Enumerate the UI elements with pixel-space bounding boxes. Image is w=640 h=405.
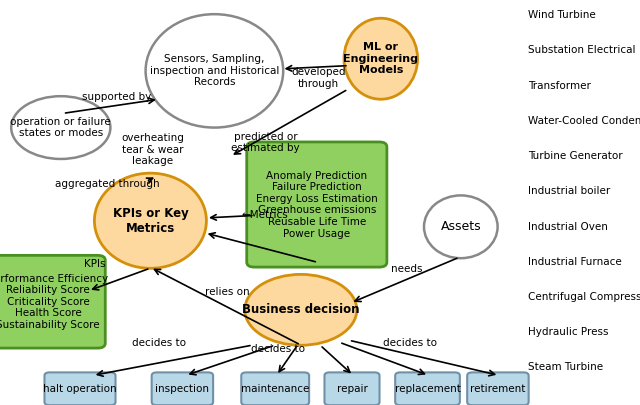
FancyBboxPatch shape (396, 373, 460, 405)
Text: halt operation: halt operation (43, 384, 117, 394)
FancyBboxPatch shape (152, 373, 213, 405)
Ellipse shape (424, 196, 498, 258)
Text: Sensors, Sampling,
inspection and Historical
Records: Sensors, Sampling, inspection and Histor… (150, 54, 279, 87)
FancyBboxPatch shape (324, 373, 380, 405)
Text: replacement: replacement (395, 384, 460, 394)
FancyBboxPatch shape (241, 373, 309, 405)
Text: Turbine Generator: Turbine Generator (528, 151, 623, 161)
Ellipse shape (11, 96, 111, 159)
Ellipse shape (146, 14, 283, 128)
Text: Industrial Furnace: Industrial Furnace (528, 257, 621, 267)
Text: repair: repair (337, 384, 367, 394)
Text: decides to: decides to (383, 339, 436, 348)
Text: Water-Cooled Condenser: Water-Cooled Condenser (528, 116, 640, 126)
Text: Business decision: Business decision (242, 303, 360, 316)
Text: ←Metrics: ←Metrics (242, 211, 289, 220)
Text: aggregated through: aggregated through (55, 179, 160, 189)
Text: relies on: relies on (205, 288, 250, 297)
Text: Industrial boiler: Industrial boiler (528, 186, 611, 196)
Ellipse shape (94, 173, 206, 269)
Text: inspection: inspection (156, 384, 209, 394)
Text: Assets: Assets (440, 220, 481, 233)
Text: developed
through: developed through (291, 67, 346, 89)
Ellipse shape (344, 18, 417, 99)
Text: needs: needs (390, 264, 422, 274)
Text: maintenance: maintenance (241, 384, 309, 394)
Text: Centrifugal Compressor: Centrifugal Compressor (528, 292, 640, 302)
Text: predicted or
estimated by: predicted or estimated by (231, 132, 300, 153)
Text: KPIs or Key
Metrics: KPIs or Key Metrics (113, 207, 188, 235)
Text: Hydraulic Press: Hydraulic Press (528, 327, 609, 337)
Text: KPIs: KPIs (84, 259, 106, 269)
Text: Performance Efficiency
Reliability Score
Criticality Score
Health Score
Sustaina: Performance Efficiency Reliability Score… (0, 273, 108, 330)
Text: decides to: decides to (252, 344, 305, 354)
Text: operation or failure
states or modes: operation or failure states or modes (10, 117, 111, 139)
FancyBboxPatch shape (45, 373, 115, 405)
Text: decides to: decides to (132, 339, 186, 348)
Text: supported by: supported by (82, 92, 151, 102)
Text: overheating
tear & wear
leakage: overheating tear & wear leakage (121, 133, 184, 166)
Text: Wind Turbine: Wind Turbine (528, 10, 596, 20)
Text: Anomaly Prediction
Failure Prediction
Energy Loss Estimation
Greenhouse emission: Anomaly Prediction Failure Prediction En… (256, 171, 378, 239)
Text: Substation Electrical: Substation Electrical (528, 45, 636, 55)
Text: ML or
Engineering
Models: ML or Engineering Models (343, 42, 419, 75)
Text: Industrial Oven: Industrial Oven (528, 222, 608, 232)
FancyBboxPatch shape (0, 256, 105, 348)
Ellipse shape (244, 275, 357, 345)
Text: retirement: retirement (470, 384, 525, 394)
FancyBboxPatch shape (246, 142, 387, 267)
Text: Steam Turbine: Steam Turbine (528, 362, 603, 373)
FancyBboxPatch shape (467, 373, 529, 405)
Text: Transformer: Transformer (528, 81, 591, 91)
